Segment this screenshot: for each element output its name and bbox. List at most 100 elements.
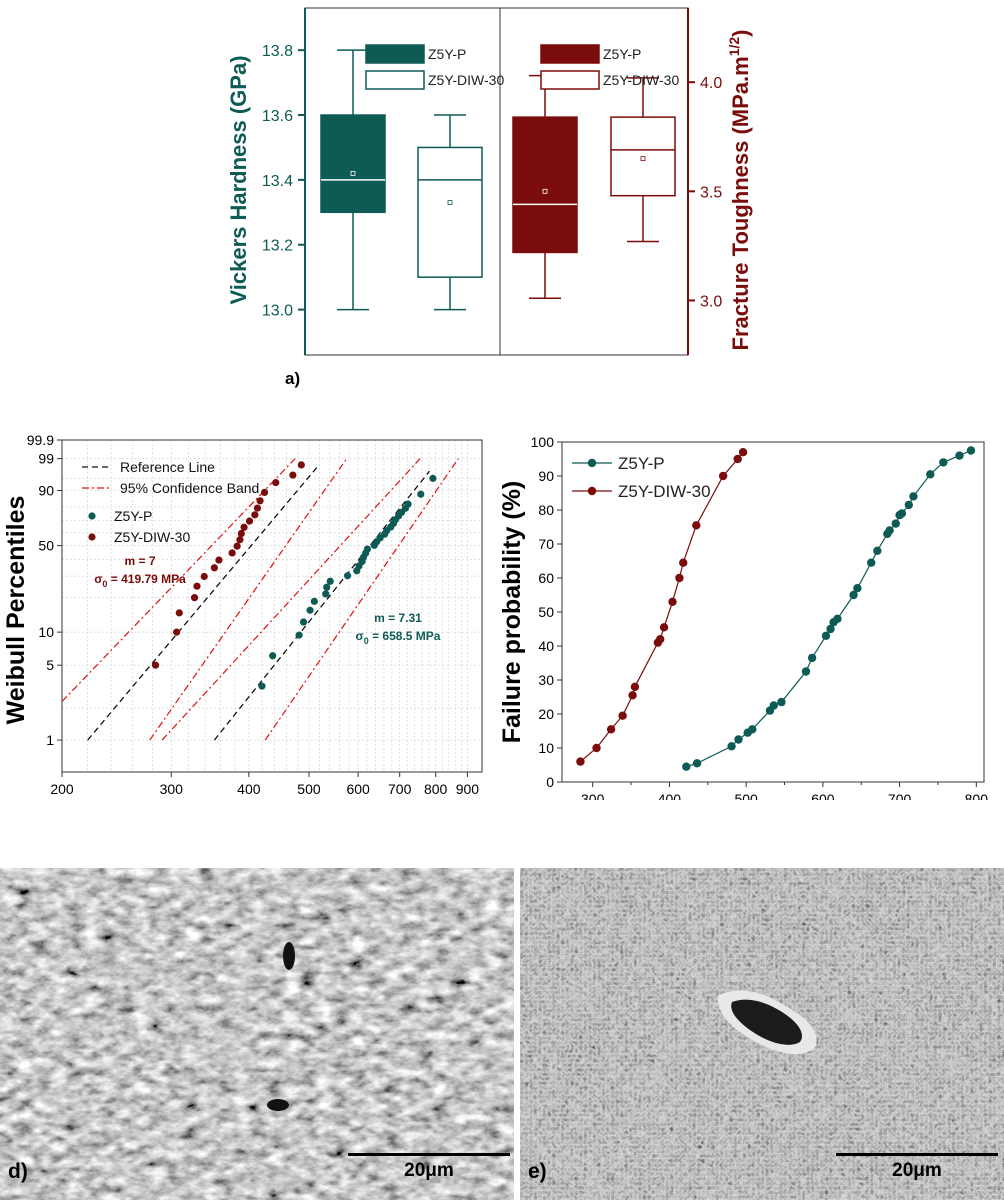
y-tick-label: 99 xyxy=(38,451,54,467)
point-z5y-p xyxy=(769,701,778,710)
right-label-sup: 1/2 xyxy=(726,37,742,57)
x-tick-label: 900 xyxy=(456,781,480,797)
legend-hardness-swatch xyxy=(365,70,425,90)
point-z5y-diw-30 xyxy=(606,725,616,734)
point-z5y-p xyxy=(853,584,862,593)
point-z5y-p xyxy=(299,618,308,626)
right-tick-label: 4.0 xyxy=(700,75,722,92)
legend-hardness-label: Z5Y-P xyxy=(428,46,466,62)
point-z5y-diw-30 xyxy=(656,635,665,644)
point-z5y-p xyxy=(821,631,831,640)
point-z5y-diw-30 xyxy=(679,558,688,567)
point-z5y-p xyxy=(692,759,702,768)
y-tick-label: 50 xyxy=(538,604,554,620)
point-z5y-p xyxy=(801,667,811,676)
point-z5y-p xyxy=(269,652,277,660)
annotation-p-sigma: σ0 = 658.5 MPa xyxy=(356,629,441,646)
legend-p-marker xyxy=(88,512,96,520)
point-z5y-p xyxy=(807,653,817,663)
box-iqr xyxy=(512,116,578,254)
point-z5y-diw-30 xyxy=(253,504,262,512)
box-z5y-p-hardness xyxy=(320,49,386,311)
point-z5y-p xyxy=(322,590,330,598)
right-tick-label: 3.5 xyxy=(700,184,722,201)
point-z5y-diw-30 xyxy=(237,529,245,538)
figure-canvas: 13.0 13.2 13.4 13.6 13.8 3.0 3.5 4.0 Vickers Har… xyxy=(2,7,989,800)
x-tick-label: 700 xyxy=(888,791,912,800)
point-z5y-p xyxy=(777,697,786,707)
right-tick-label: 3.0 xyxy=(700,293,722,310)
y-tick-label: 10 xyxy=(538,740,554,756)
y-tick-label: 30 xyxy=(538,672,554,688)
point-z5y-p xyxy=(310,597,318,605)
curve-z5y-p xyxy=(686,449,972,768)
point-z5y-diw-30 xyxy=(675,573,684,583)
x-axis-label-b: Flexural strenght (MPa) xyxy=(136,798,414,800)
legend-p-label: Z5Y-P xyxy=(114,508,152,524)
x-tick-label: 500 xyxy=(734,791,758,800)
box-plot-hardness-toughness: 13.0 13.2 13.4 13.6 13.8 3.0 3.5 4.0 Vickers Har… xyxy=(226,7,753,388)
point-z5y-diw-30 xyxy=(173,628,181,636)
point-z5y-diw-30 xyxy=(630,682,640,691)
x-tick-label: 500 xyxy=(297,781,321,797)
box-iqr xyxy=(320,114,386,214)
point-z5y-diw-30 xyxy=(151,661,160,669)
point-z5y-p xyxy=(258,682,266,690)
reference-line xyxy=(213,470,431,741)
x-tick-label: 300 xyxy=(581,791,605,800)
x-tick-label: 700 xyxy=(388,781,412,797)
x-tick-label: 600 xyxy=(346,781,370,797)
annotation-diw-m: m = 7 xyxy=(124,554,155,568)
annotation-diw-sigma: σ0 = 419.79 MPa xyxy=(94,572,186,589)
point-z5y-p xyxy=(295,631,303,639)
point-z5y-p xyxy=(909,492,918,501)
point-z5y-p xyxy=(939,458,948,467)
x-tick-label: 300 xyxy=(160,781,184,797)
scale-bar-e xyxy=(836,1153,998,1156)
point-z5y-diw-30 xyxy=(175,609,183,617)
x-tick-label: 800 xyxy=(965,791,989,800)
point-z5y-diw-30 xyxy=(618,711,627,720)
sem-image-d xyxy=(0,868,514,1200)
point-z5y-p xyxy=(955,451,964,460)
confidence-band-lower xyxy=(264,458,459,741)
point-z5y-diw-30 xyxy=(260,488,269,497)
mean-marker xyxy=(350,170,356,176)
point-z5y-p xyxy=(849,590,858,600)
scale-label-e: 20μm xyxy=(892,1160,942,1181)
point-z5y-p xyxy=(404,500,412,508)
box-z5y-diw-30-hardness xyxy=(417,114,483,311)
scale-label-d: 20μm xyxy=(404,1160,454,1181)
box-z5y-diw-30-toughness xyxy=(610,77,676,243)
scale-bar-d xyxy=(348,1153,510,1156)
left-tick-label: 13.0 xyxy=(262,303,293,320)
point-z5y-p xyxy=(727,742,736,751)
annotation-p-sigma-value: = 658.5 MPa xyxy=(369,629,441,643)
panel-label-e: e) xyxy=(528,1160,547,1183)
y-axis-label-c: Failure probability (%) xyxy=(498,481,526,744)
right-axis-label: Fracture Toughness (MPa.m1/2) xyxy=(726,30,753,351)
point-z5y-diw-30 xyxy=(692,521,701,530)
legend-label-z5y-p: Z5Y-P xyxy=(618,454,665,473)
point-z5y-p xyxy=(904,500,914,510)
point-z5y-diw-30 xyxy=(190,594,199,602)
point-z5y-diw-30 xyxy=(668,597,677,606)
point-z5y-diw-30 xyxy=(289,471,297,479)
point-z5y-diw-30 xyxy=(718,471,728,481)
pore-2 xyxy=(267,1099,289,1111)
sem-texture-rough xyxy=(0,868,514,1200)
y-tick-label: 40 xyxy=(538,638,554,654)
sem-texture-grains xyxy=(520,868,1004,1200)
right-label-end: ) xyxy=(728,30,753,37)
point-z5y-p xyxy=(867,558,876,567)
panel-label-a: a) xyxy=(285,369,300,388)
x-tick-label: 400 xyxy=(237,781,261,797)
box-iqr xyxy=(417,146,483,278)
y-tick-label: 50 xyxy=(38,538,54,554)
x-tick-label: 400 xyxy=(658,791,682,800)
legend-toughness-swatch xyxy=(540,70,600,90)
point-z5y-p xyxy=(748,725,757,734)
y-tick-label: 5 xyxy=(46,657,54,673)
point-z5y-diw-30 xyxy=(233,542,241,550)
left-tick-label: 13.6 xyxy=(262,108,293,125)
